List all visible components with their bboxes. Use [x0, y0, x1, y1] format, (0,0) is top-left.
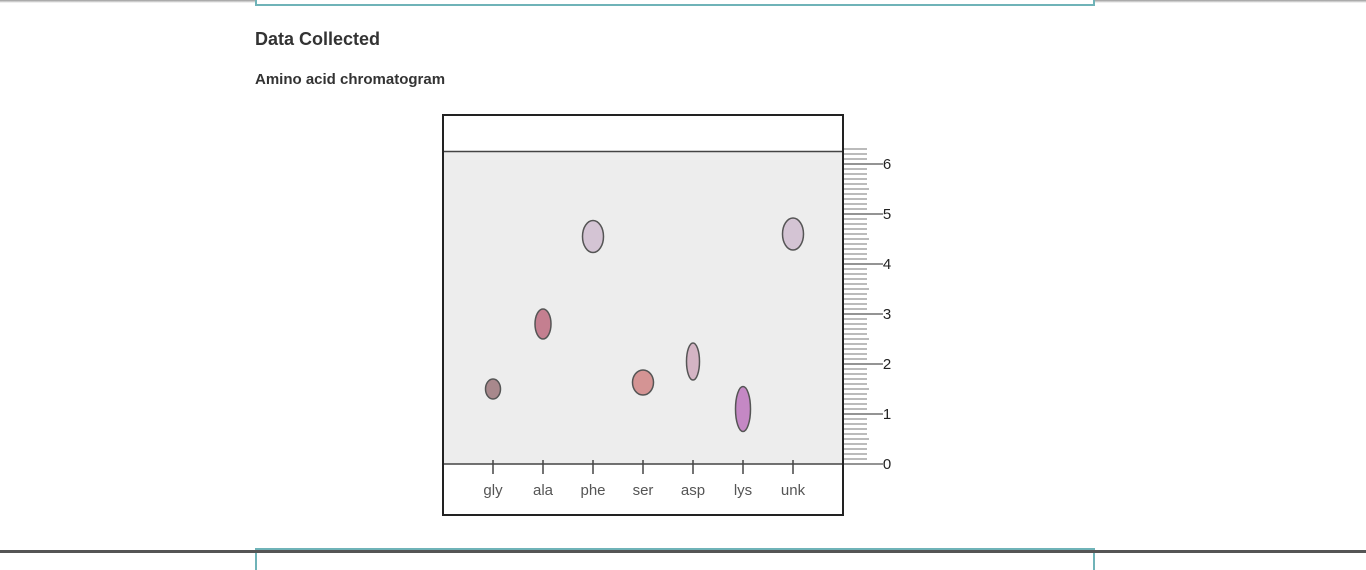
lane-label-phe: phe	[580, 482, 605, 499]
lane-label-asp: asp	[681, 482, 705, 499]
ruler-label-2: 2	[883, 356, 891, 373]
lane-label-gly: gly	[483, 482, 503, 499]
chart-title: Amino acid chromatogram	[255, 71, 446, 88]
chromatogram-chart: gly ala phe ser asp lys unk 0 1 2 3 4 5 6	[442, 114, 891, 516]
ruler-label-6: 6	[883, 156, 891, 173]
paper-border	[442, 114, 844, 516]
ruler-label-4: 4	[883, 256, 891, 273]
lane-label-lys: lys	[734, 482, 752, 499]
spot-asp	[685, 342, 701, 381]
ruler-label-3: 3	[883, 306, 891, 323]
spot-phe	[581, 219, 605, 254]
solvent-region	[443, 151, 843, 464]
spot-gly	[484, 378, 502, 400]
spot-unk	[781, 217, 805, 251]
section-title: Data Collected	[255, 29, 381, 49]
previous-panel-border	[255, 0, 1095, 6]
lane-label-ser: ser	[633, 482, 654, 499]
spot-ala	[534, 308, 552, 340]
bottom-divider	[0, 550, 1366, 553]
lane-label-unk: unk	[781, 482, 806, 499]
lane-label-ala: ala	[533, 482, 554, 499]
spot-ser	[631, 369, 655, 396]
spot-lys	[734, 385, 752, 433]
ruler-label-5: 5	[883, 206, 891, 223]
ruler-label-1: 1	[883, 406, 891, 423]
ruler-label-0: 0	[883, 456, 891, 473]
